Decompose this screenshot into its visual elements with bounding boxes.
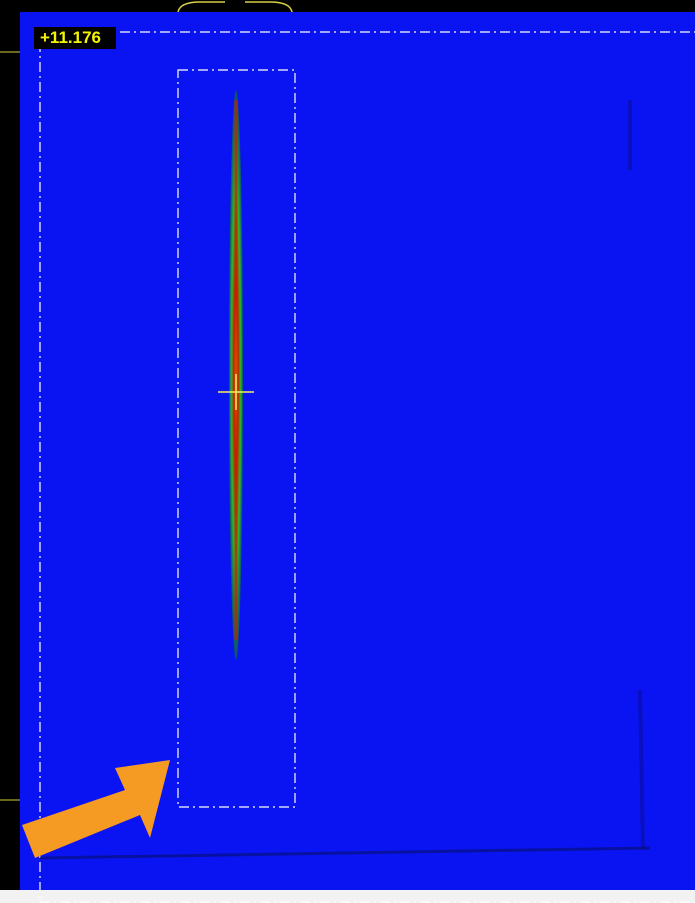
image-area (20, 12, 695, 890)
status-bar (0, 890, 695, 903)
beam-profiler-view: +11.176 (0, 0, 695, 903)
page: +11.176 (() => { const data = JSON.parse… (0, 0, 695, 903)
readout: +11.176 (40, 28, 101, 47)
